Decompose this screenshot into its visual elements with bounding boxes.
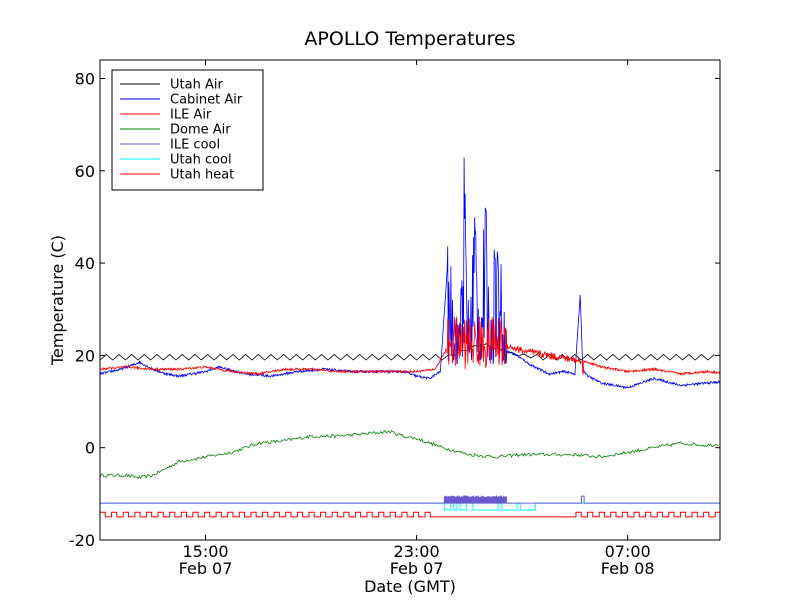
y-axis-tick-labels: -20 0 20 40 60 80 <box>69 69 95 550</box>
series-line-utah-air <box>100 343 715 361</box>
y-axis-label: Temperature (C) <box>48 235 67 366</box>
y-tick-label: 20 <box>75 346 95 365</box>
x-tick-label-date: Feb 07 <box>390 559 444 578</box>
legend-item-utah-air: Utah Air <box>120 78 223 93</box>
series-line-utah-heat <box>100 511 720 518</box>
tick-layer <box>100 60 720 541</box>
legend-label: ILE cool <box>170 138 220 153</box>
legend-item-ile-cool: ILE cool <box>120 138 220 153</box>
series-line-cabinet-air <box>100 157 720 390</box>
series-line-ile-cool <box>100 494 720 504</box>
chart-title: APOLLO Temperatures <box>304 28 515 50</box>
legend-label: Utah Air <box>170 78 223 93</box>
x-axis-label: Date (GMT) <box>364 577 456 596</box>
series-line-utah-cool <box>100 502 720 511</box>
x-tick-label-time: 15:00 <box>182 542 228 561</box>
legend-box <box>111 69 264 191</box>
y-tick-label: 0 <box>85 439 95 458</box>
x-tick-label-date: Feb 08 <box>601 559 655 578</box>
y-tick-label: 60 <box>75 162 95 181</box>
legend-item-utah-heat: Utah heat <box>120 168 234 183</box>
y-tick-label: 40 <box>75 254 95 273</box>
series-line-ile-air <box>100 316 720 376</box>
legend-label: Utah heat <box>170 168 234 183</box>
series-line-dome-air <box>100 429 719 480</box>
legend-item-ile-air: ILE Air <box>120 108 212 123</box>
legend-item-cabinet-air: Cabinet Air <box>120 93 243 108</box>
y-tick-label: 80 <box>75 69 95 88</box>
x-tick-label-time: 23:00 <box>394 542 440 561</box>
legend-label: Utah cool <box>170 153 232 168</box>
y-tick-label: -20 <box>69 531 95 550</box>
legend-label: Dome Air <box>170 123 231 138</box>
legend-label: ILE Air <box>170 108 212 123</box>
legend-item-utah-cool: Utah cool <box>120 153 232 168</box>
legend-label: Cabinet Air <box>170 93 243 108</box>
x-tick-label-time: 07:00 <box>605 542 651 561</box>
series-layer <box>100 157 720 518</box>
x-tick-label-date: Feb 07 <box>179 559 233 578</box>
plot-frame <box>99 59 721 541</box>
legend-item-dome-air: Dome Air <box>120 123 231 138</box>
